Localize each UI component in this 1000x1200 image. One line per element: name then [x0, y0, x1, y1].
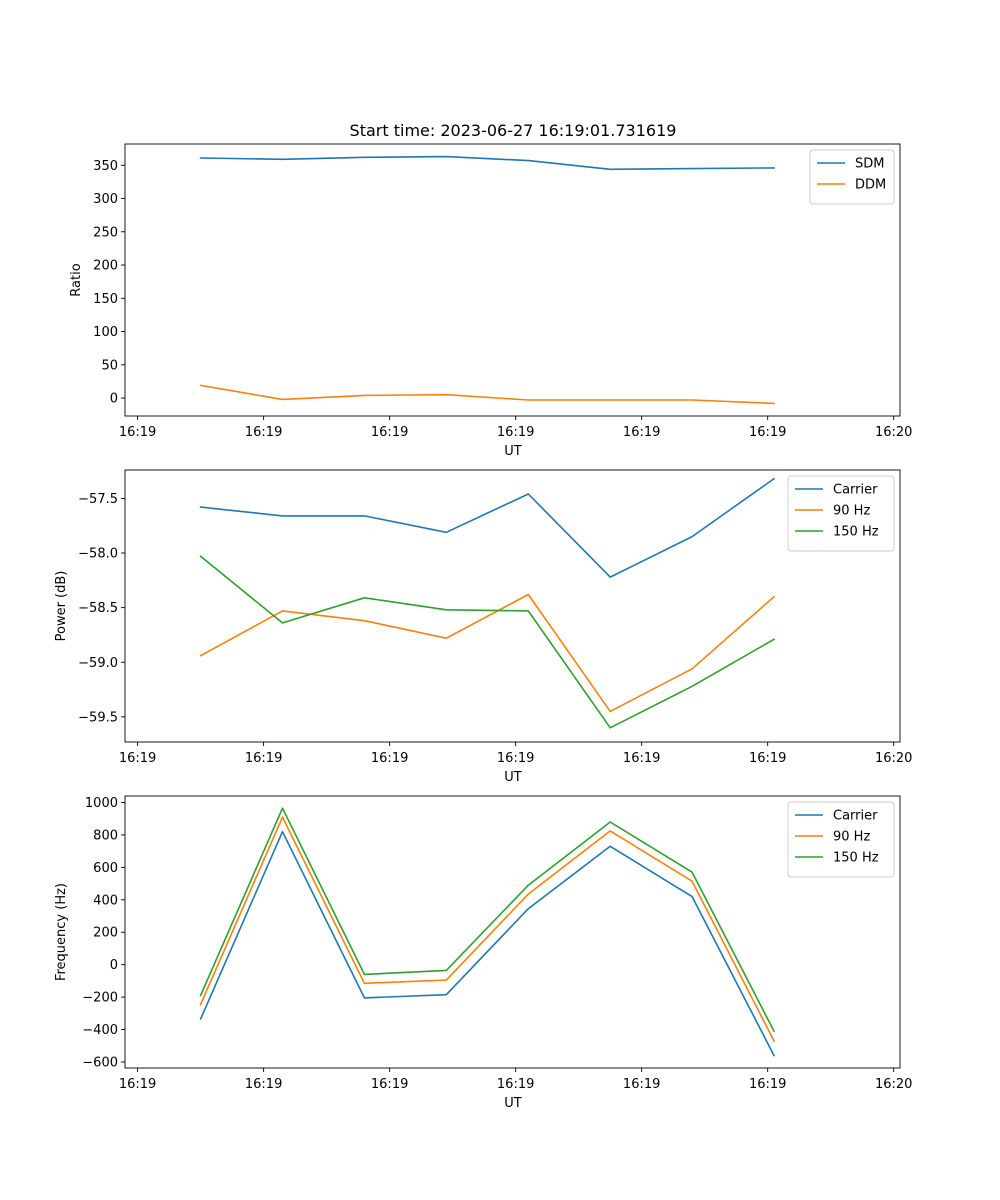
- power-x-tick-label: 16:19: [119, 751, 156, 766]
- frequency-series-line-carrier: [199, 830, 776, 1057]
- ratio-series-line-ddm: [199, 384, 775, 405]
- ratio-y-tick-label: 0: [110, 392, 118, 407]
- frequency-y-tick-label: 200: [93, 926, 118, 941]
- frequency-y-tick-label: 1000: [85, 796, 118, 811]
- power-legend-box: [787, 475, 895, 552]
- power-x-tick-label: 16:19: [749, 751, 786, 766]
- ratio-legend-entry: SDM: [855, 157, 884, 172]
- frequency-x-tick-label: 16:19: [497, 1077, 534, 1092]
- frequency-x-axis-label: UT: [504, 1096, 522, 1111]
- power-x-axis-label: UT: [504, 770, 522, 785]
- power-x-tick-label: 16:19: [497, 751, 534, 766]
- power-x-tick-label: 16:19: [245, 751, 282, 766]
- ratio-y-tick-label: 350: [93, 159, 118, 174]
- ratio-y-tick-label: 100: [93, 325, 118, 340]
- power-x-tick-label: 16:19: [371, 751, 408, 766]
- power-x-tick-label: 16:20: [875, 751, 912, 766]
- frequency-x-tick-label: 16:19: [749, 1077, 786, 1092]
- frequency-x-tick-label: 16:19: [623, 1077, 660, 1092]
- frequency-legend-entry: Carrier: [833, 809, 878, 824]
- frequency-series-line-90-hz: [199, 816, 776, 1042]
- power-legend-entry: Carrier: [833, 483, 878, 498]
- frequency-legend-entry: 150 Hz: [833, 851, 879, 866]
- ratio-x-tick-label: 16:20: [875, 425, 912, 440]
- frequency-y-tick-label: 800: [93, 828, 118, 843]
- ratio-y-tick-label: 250: [93, 225, 118, 240]
- panel-power: 16:19 16:19 16:19 16:19 16:19 16:19 16:20 −59.5…: [54, 469, 912, 785]
- ratio-x-tick-label: 16:19: [623, 425, 660, 440]
- ratio-y-tick-label: 300: [93, 192, 118, 207]
- ratio-legend: SDM DDM: [809, 149, 895, 205]
- power-y-axis-label: Power (dB): [54, 571, 69, 642]
- ratio-x-tick-label: 16:19: [371, 425, 408, 440]
- frequency-y-tick-label: 400: [93, 893, 118, 908]
- power-y-tick-label: −58.5: [78, 601, 118, 616]
- ratio-axes-frame: [124, 143, 901, 417]
- frequency-x-tick-label: 16:19: [119, 1077, 156, 1092]
- power-legend-entry: 150 Hz: [833, 525, 879, 540]
- panel-ratio: 16:19 16:19 16:19 16:19 16:19 16:19 16:20 0 50 10…: [69, 143, 912, 459]
- power-x-tick-label: 16:19: [623, 751, 660, 766]
- frequency-x-tick-label: 16:19: [371, 1077, 408, 1092]
- frequency-legend: Carrier 90 Hz 150 Hz: [787, 801, 895, 878]
- power-y-tick-label: −57.5: [78, 492, 118, 507]
- figure-title: Start time: 2023-06-27 16:19:01.731619: [350, 121, 677, 140]
- frequency-x-tick-label: 16:19: [245, 1077, 282, 1092]
- ratio-x-tick-label: 16:19: [749, 425, 786, 440]
- power-series-line-150-hz: [199, 555, 776, 729]
- frequency-legend-box: [787, 801, 895, 878]
- ratio-y-tick-label: 50: [101, 358, 118, 373]
- ratio-series-line-sdm: [199, 155, 775, 171]
- frequency-y-tick-label: 0: [110, 958, 118, 973]
- ratio-x-tick-label: 16:19: [497, 425, 534, 440]
- ratio-y-tick-label: 200: [93, 259, 118, 274]
- frequency-y-tick-label: −200: [82, 991, 118, 1006]
- power-y-tick-label: −59.5: [78, 710, 118, 725]
- ratio-y-tick-label: 150: [93, 292, 118, 307]
- panel-frequency: 16:19 16:19 16:19 16:19 16:19 16:19 16:20 −600 −…: [54, 795, 912, 1111]
- frequency-legend-entry: 90 Hz: [833, 830, 870, 845]
- ratio-x-tick-label: 16:19: [245, 425, 282, 440]
- ratio-x-tick-label: 16:19: [119, 425, 156, 440]
- power-axes-frame: [124, 469, 901, 743]
- frequency-y-tick-label: 600: [93, 861, 118, 876]
- frequency-series-line-150-hz: [199, 807, 776, 1033]
- power-legend: Carrier 90 Hz 150 Hz: [787, 475, 895, 552]
- frequency-y-axis-label: Frequency (Hz): [54, 883, 69, 981]
- frequency-y-tick-label: −400: [82, 1023, 118, 1038]
- power-series-line-90-hz: [199, 593, 776, 713]
- frequency-x-tick-label: 16:20: [875, 1077, 912, 1092]
- power-legend-entry: 90 Hz: [833, 504, 870, 519]
- power-series-line-carrier: [199, 477, 776, 578]
- ratio-y-axis-label: Ratio: [69, 263, 84, 296]
- frequency-y-tick-label: −600: [82, 1055, 118, 1070]
- power-y-tick-label: −59.0: [78, 656, 118, 671]
- power-y-tick-label: −58.0: [78, 547, 118, 562]
- ratio-legend-entry: DDM: [855, 178, 886, 193]
- ratio-x-axis-label: UT: [504, 444, 522, 459]
